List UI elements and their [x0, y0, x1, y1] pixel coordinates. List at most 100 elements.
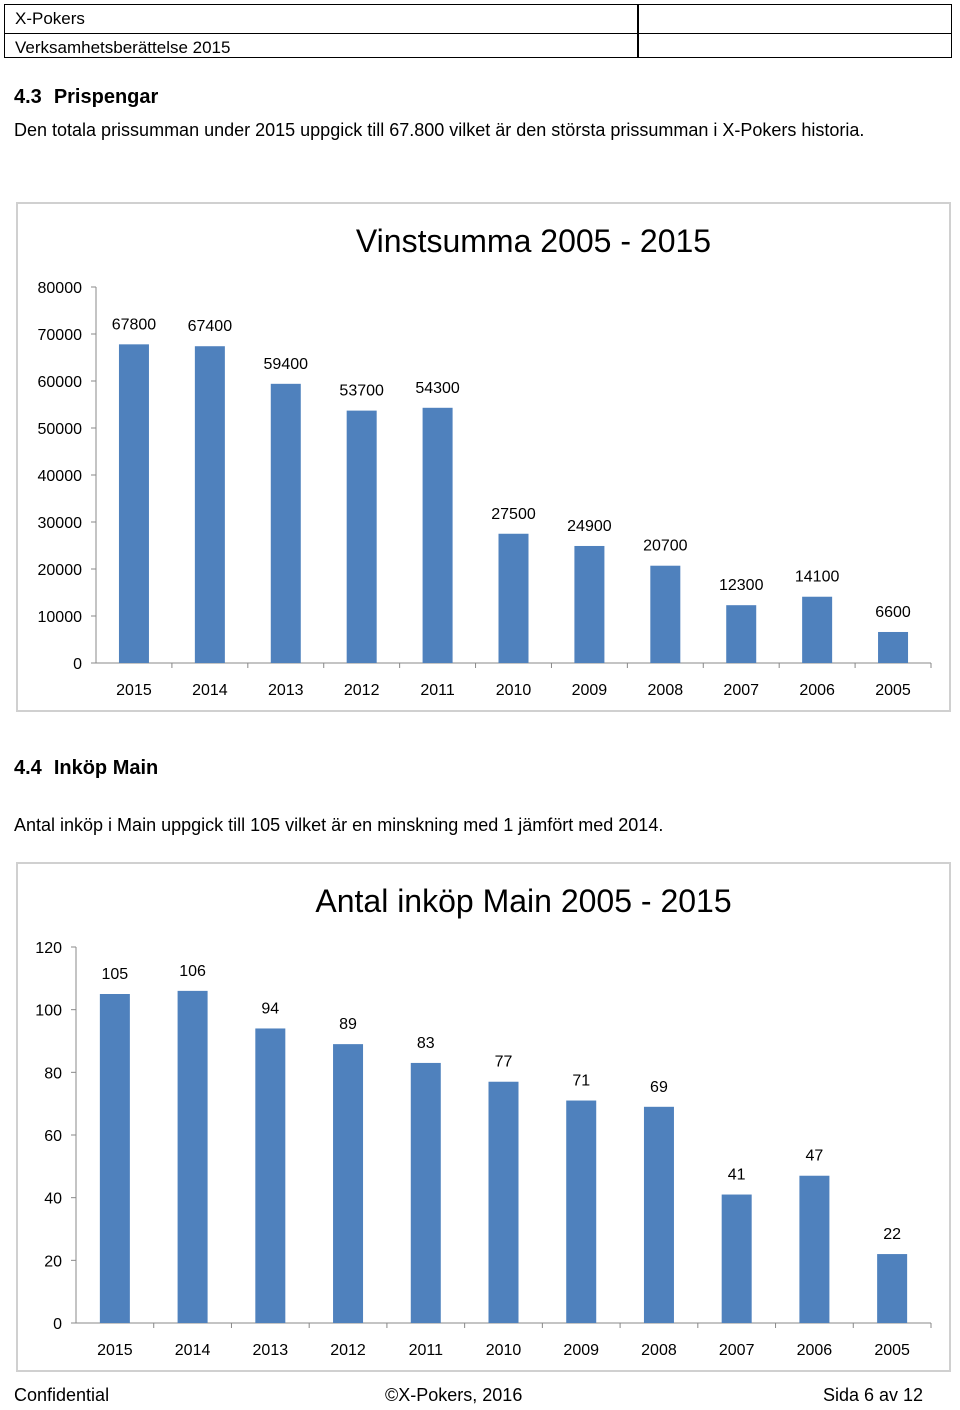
section-title: Inköp Main [53, 757, 159, 779]
data-label: 106 [179, 963, 206, 980]
x-tick-label: 2015 [116, 682, 152, 699]
data-label: 6600 [875, 604, 911, 621]
x-tick-label: 2006 [799, 682, 835, 699]
y-tick-label: 70000 [38, 327, 83, 344]
bar-2015 [99, 994, 130, 1323]
header-divider [637, 5, 639, 57]
bar-2014 [194, 346, 225, 663]
y-tick-label: 60000 [38, 374, 83, 391]
data-label: 69 [650, 1079, 668, 1096]
section-paragraph: Antal inköp i Main uppgick till 105 vilk… [14, 815, 664, 835]
x-tick-label: 2009 [563, 1342, 599, 1359]
x-tick-label: 2011 [409, 1342, 444, 1359]
x-tick-label: 2010 [496, 682, 532, 699]
y-tick-label: 10000 [38, 609, 83, 626]
y-tick-label: 80 [44, 1065, 62, 1082]
chart-inkop-main: Antal inköp Main 2005 - 2015 0 20 40 60 80 100… [16, 862, 951, 1372]
y-tick-label: 80000 [38, 280, 83, 297]
data-label: 83 [417, 1035, 435, 1052]
bar-2007 [721, 1194, 752, 1323]
x-tick-label: 2014 [192, 682, 228, 699]
section-heading-inkop-main: 4.4 Inköp Main [14, 757, 158, 780]
data-label: 89 [339, 1016, 357, 1033]
x-tick-label: 2005 [874, 1342, 910, 1359]
y-tick-label: 40000 [38, 468, 83, 485]
data-label: 47 [806, 1148, 824, 1165]
header-table: X-Pokers Verksamhetsberättelse 2015 [4, 4, 952, 58]
bar-2010 [498, 533, 529, 663]
y-tick-label: 100 [35, 1003, 62, 1020]
bar-2015 [118, 344, 149, 663]
bar-2007 [726, 605, 757, 663]
bar-2008 [650, 565, 681, 663]
y-tick-label: 0 [53, 1316, 62, 1333]
bar-2009 [574, 545, 605, 663]
y-tick-label: 60 [44, 1128, 62, 1145]
x-tick-label: 2009 [572, 682, 608, 699]
bar-2005 [878, 631, 909, 663]
data-label: 24900 [567, 518, 612, 535]
data-label: 105 [102, 966, 129, 983]
section-title: Prispengar [53, 86, 159, 108]
x-tick-label: 2008 [641, 1342, 677, 1359]
section-number: 4.3 [14, 86, 42, 108]
x-tick-label: 2008 [648, 682, 684, 699]
header-row-top [5, 5, 951, 34]
data-label: 67400 [188, 318, 233, 335]
y-tick-label: 20000 [38, 562, 83, 579]
x-tick-label: 2012 [344, 682, 380, 699]
bar-2009 [566, 1100, 597, 1323]
footer-copyright: ©X-Pokers, 2016 [385, 1385, 523, 1405]
y-tick-label: 0 [73, 656, 82, 673]
data-label: 27500 [491, 506, 536, 523]
footer-page-number: Sida 6 av 12 [823, 1385, 924, 1405]
bar-2012 [346, 410, 377, 663]
data-label: 71 [572, 1073, 590, 1090]
y-tick-label: 30000 [38, 515, 83, 532]
header-report-title: Verksamhetsberättelse 2015 [15, 38, 231, 57]
bar-2011 [410, 1062, 441, 1323]
x-tick-label: 2011 [420, 682, 455, 699]
bar-2008 [643, 1106, 674, 1323]
x-tick-label: 2007 [723, 682, 759, 699]
bar-2006 [802, 596, 833, 663]
data-label: 41 [728, 1167, 746, 1184]
bar-2012 [333, 1044, 364, 1323]
y-tick-label: 20 [44, 1253, 62, 1270]
x-tick-label: 2010 [486, 1342, 522, 1359]
bar-2013 [270, 383, 301, 663]
chart-vinstsumma-svg: Vinstsumma 2005 - 2015 0 10000 20000 30000 40… [38, 223, 932, 699]
section-paragraph: Den totala prissumman under 2015 uppgick… [14, 120, 865, 140]
data-label: 53700 [339, 383, 384, 400]
header-company: X-Pokers [15, 9, 85, 28]
data-label: 22 [883, 1226, 901, 1243]
bar-2011 [422, 407, 453, 663]
data-label: 77 [495, 1054, 513, 1071]
x-tick-label: 2015 [97, 1342, 133, 1359]
x-tick-label: 2006 [797, 1342, 833, 1359]
bar-2013 [255, 1028, 286, 1323]
bar-2006 [799, 1175, 830, 1323]
x-tick-label: 2012 [330, 1342, 366, 1359]
data-label: 54300 [415, 380, 460, 397]
data-label: 20700 [643, 538, 688, 555]
data-label: 14100 [795, 569, 840, 586]
bar-2010 [488, 1081, 519, 1323]
y-tick-label: 50000 [38, 421, 83, 438]
bar-2014 [177, 990, 208, 1323]
chart-title: Antal inköp Main 2005 - 2015 [315, 883, 731, 919]
data-label: 67800 [112, 316, 157, 333]
x-tick-label: 2007 [719, 1342, 755, 1359]
bar-2005 [877, 1254, 908, 1323]
data-label: 12300 [719, 577, 764, 594]
y-tick-label: 40 [44, 1191, 62, 1208]
x-tick-label: 2014 [175, 1342, 211, 1359]
x-tick-label: 2005 [875, 682, 911, 699]
section-number: 4.4 [14, 757, 42, 779]
footer-confidential: Confidential [14, 1385, 110, 1405]
data-label: 94 [261, 1000, 279, 1017]
data-label: 59400 [264, 356, 309, 373]
chart-inkop-main-svg: Antal inköp Main 2005 - 2015 0 20 40 60 80 100… [35, 883, 932, 1359]
chart-title: Vinstsumma 2005 - 2015 [356, 223, 711, 259]
y-tick-label: 120 [35, 940, 62, 957]
